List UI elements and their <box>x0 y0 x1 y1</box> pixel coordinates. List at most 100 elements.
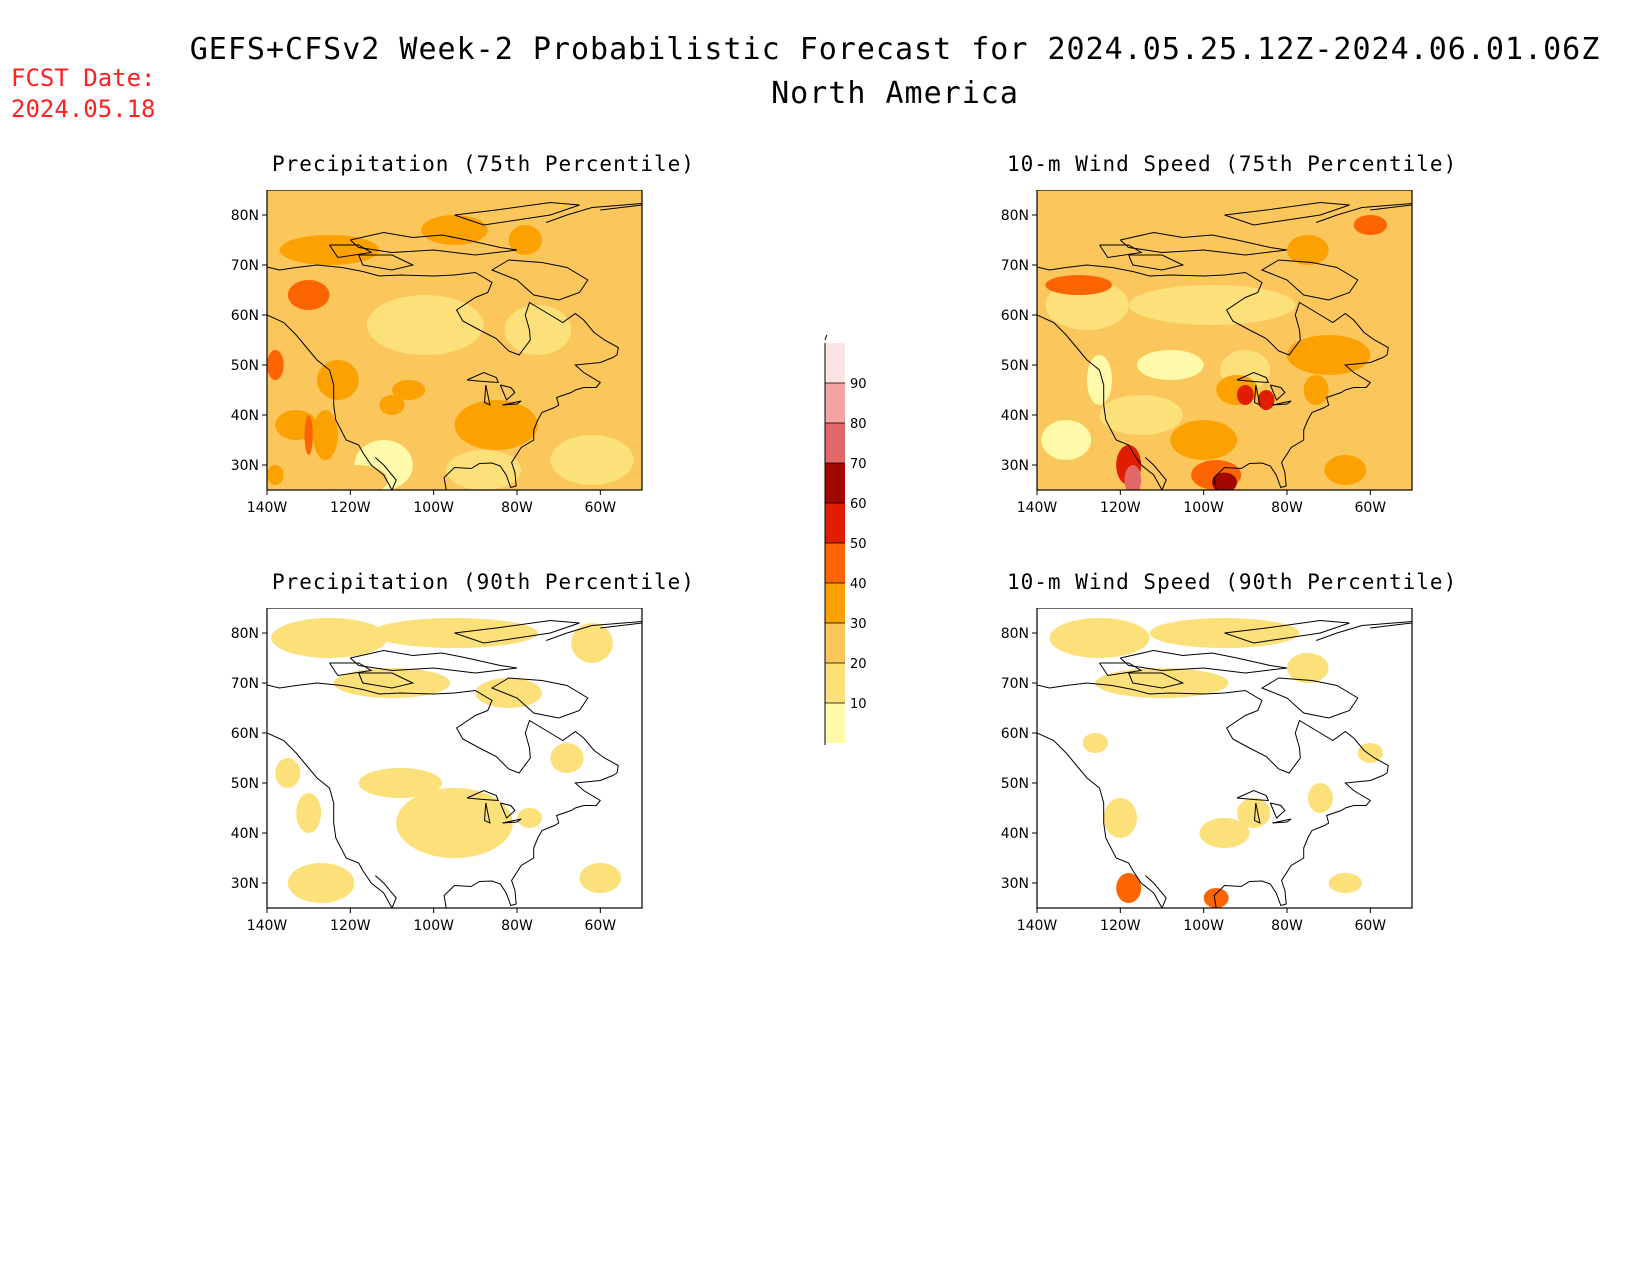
shaded-region <box>287 863 355 903</box>
colorbar-swatch <box>825 583 845 623</box>
lon-tick-label: 80W <box>1271 918 1303 934</box>
shaded-region <box>1303 375 1329 405</box>
lat-tick-label: 60N <box>231 308 259 324</box>
shaded-region <box>1045 275 1112 295</box>
shaded-region <box>1199 818 1250 848</box>
lat-tick-label: 30N <box>1001 876 1029 892</box>
shaded-region <box>275 758 301 788</box>
colorbar-swatch <box>825 663 845 703</box>
lon-tick-label: 100W <box>413 500 454 516</box>
map-panel-wind-90: 80N 70N 60N 50N 40N 30N 140W 120W 100W 80W 60W <box>985 607 1415 942</box>
lon-tick-label: 140W <box>1017 918 1058 934</box>
shaded-region <box>571 623 613 663</box>
shaded-region <box>304 415 313 455</box>
colorbar-level-label: 40 <box>850 577 867 592</box>
colorbar-level-label: 30 <box>850 617 867 632</box>
colorbar-level-label: 20 <box>850 657 867 672</box>
lat-tick-label: 80N <box>231 208 259 224</box>
shaded-region <box>421 215 488 245</box>
map-panel-wind-75: 80N 70N 60N 50N 40N 30N 140W 120W 100W 80W 60W <box>985 189 1415 524</box>
shaded-region <box>333 668 451 698</box>
lat-tick-label: 60N <box>231 726 259 742</box>
shaded-region <box>296 793 322 833</box>
shaded-region <box>271 618 388 658</box>
lat-tick-label: 40N <box>1001 826 1029 842</box>
panel-title-precip-75: Precipitation (75th Percentile) <box>272 152 695 176</box>
lon-tick-label: 140W <box>247 918 288 934</box>
map-frame <box>266 189 643 491</box>
shaded-region <box>367 295 484 355</box>
lon-tick-label: 80W <box>1271 500 1303 516</box>
region-subtitle: North America <box>771 76 1019 111</box>
lat-tick-label: 50N <box>231 358 259 374</box>
shaded-region <box>267 350 284 380</box>
shaded-region <box>317 360 359 400</box>
fcst-date-value: 2024.05.18 <box>11 95 156 123</box>
lat-tick-label: 30N <box>231 458 259 474</box>
shaded-region <box>579 863 622 893</box>
colorbar-swatch <box>825 463 845 503</box>
lat-tick-label: 80N <box>1001 626 1029 642</box>
lon-tick-label: 140W <box>1017 500 1058 516</box>
shaded-region <box>475 678 542 708</box>
lat-tick-label: 50N <box>1001 776 1029 792</box>
shaded-region <box>1049 618 1150 658</box>
shaded-region <box>396 788 513 858</box>
lat-tick-label: 60N <box>1001 308 1029 324</box>
shaded-region <box>1287 653 1329 683</box>
map-frame <box>1036 189 1413 491</box>
lon-tick-label: 60W <box>1354 500 1386 516</box>
shaded-region <box>1103 798 1137 838</box>
shaded-region <box>371 618 538 648</box>
colorbar-level-label: 80 <box>850 417 867 432</box>
shaded-region <box>1357 743 1383 763</box>
colorbar-level-label: 90 <box>850 377 867 392</box>
shaded-region <box>550 743 584 773</box>
lat-tick-label: 50N <box>231 776 259 792</box>
lon-tick-label: 100W <box>413 918 454 934</box>
shaded-region <box>1124 465 1142 490</box>
shaded-region <box>1307 783 1333 813</box>
shaded-region <box>446 450 522 490</box>
shaded-region <box>454 400 538 450</box>
shaded-region <box>1137 350 1204 380</box>
shaded-region <box>1237 385 1254 405</box>
map-panel-precip-90: 80N 70N 60N 50N 40N 30N 140W 120W 100W 80W 60W <box>215 607 645 942</box>
shaded-region <box>312 410 338 460</box>
shaded-region <box>279 235 380 265</box>
lat-tick-label: 40N <box>231 826 259 842</box>
shaded-region <box>1116 873 1142 903</box>
shaded-region <box>379 395 405 415</box>
shaded-region <box>1203 888 1229 908</box>
colorbar: 10 20 30 40 50 60 70 80 90 <box>805 328 875 781</box>
colorbar-swatch <box>825 383 845 423</box>
lon-tick-label: 120W <box>1100 500 1141 516</box>
shaded-region <box>392 380 426 400</box>
shaded-region <box>1095 668 1229 698</box>
colorbar-level-label: 10 <box>850 697 867 712</box>
lat-tick-label: 80N <box>1001 208 1029 224</box>
colorbar-swatch <box>825 623 845 663</box>
shaded-region <box>1328 873 1362 893</box>
colorbar-swatch <box>825 343 845 383</box>
shaded-region <box>1170 420 1237 460</box>
coastline <box>1037 619 1412 908</box>
map-frame <box>1036 607 1413 909</box>
shaded-region <box>1082 733 1108 753</box>
shaded-region <box>1212 472 1237 490</box>
main-title: GEFS+CFSv2 Week-2 Probabilistic Forecast… <box>189 32 1601 67</box>
shaded-region <box>1324 455 1367 485</box>
colorbar-swatch <box>825 423 845 463</box>
shaded-region <box>1087 355 1112 405</box>
lon-tick-label: 80W <box>501 918 533 934</box>
lat-tick-label: 60N <box>1001 726 1029 742</box>
lat-tick-label: 40N <box>231 408 259 424</box>
shaded-region <box>504 305 572 355</box>
map-panel-precip-75: 80N 70N 60N 50N 40N 30N 140W 120W 100W 80W 60W <box>215 189 645 524</box>
lat-tick-label: 70N <box>231 676 259 692</box>
colorbar-level-label: 70 <box>850 457 867 472</box>
shaded-region <box>1257 390 1275 410</box>
shaded-region <box>267 465 284 485</box>
colorbar-swatch <box>825 703 845 743</box>
colorbar-swatch <box>825 503 845 543</box>
